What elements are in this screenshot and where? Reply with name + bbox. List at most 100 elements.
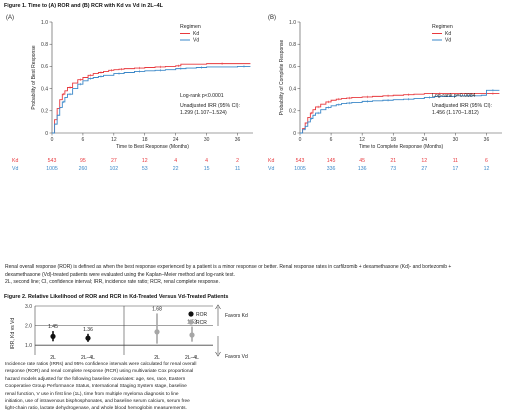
forest-plot: 1.0 2.0 3.0 IRR, Kd vs Vd 1.45 2L 1.36 2L–4L 1.6… [10,304,248,360]
series-line-kd [300,93,500,134]
point-ror [85,335,91,341]
y-axis-label: Probability of Complete Response [279,39,285,115]
favors-vd-label: Favors Vd [225,354,248,360]
point-rcr [189,332,195,338]
at-risk-value: 21 [390,158,396,164]
at-risk-value: 543 [296,158,305,164]
at-risk-value: 11 [235,166,240,172]
x-tick-label: 0 [299,137,302,143]
at-risk-value: 1005 [294,166,306,172]
y-tick-label: 0.2 [41,109,48,115]
x-tick-label: 12 [111,137,117,143]
at-risk-value: 102 [110,166,119,172]
category-label: 2L–4L [81,355,95,360]
caption-line: 2L, second line; CI, confidence interval… [5,279,220,286]
category-label: 2L [50,355,56,360]
y-tick-label: 0.4 [41,86,48,92]
stat-annotation: 1.456 (1.170–1.812) [432,110,479,116]
svg-text:(B): (B) [268,15,276,21]
legend-label-kd: Kd [193,31,199,37]
value-label: 1.36 [83,327,93,333]
value-label: 1.45 [48,324,58,330]
stat-annotation: Log-rank p=0.0084 [432,93,476,99]
x-tick-label: 36 [235,137,241,143]
y-tick-label: 1.0 [41,20,48,26]
series-line-vd [52,65,251,134]
x-tick-label: 6 [82,137,85,143]
at-risk-value: 22 [173,166,179,172]
at-risk-value: 6 [485,158,488,164]
legend-swatch-ror [188,311,194,317]
at-risk-value: 543 [48,158,57,164]
x-tick-label: 30 [204,137,210,143]
stat-annotation: Unadjusted IRR (95% CI): [180,103,240,109]
category-label: 2L–4L [185,355,199,360]
at-risk-value: 4 [205,158,208,164]
caption-line: hazard models adjusted for the following… [5,376,186,382]
arrow-up-icon [215,304,221,310]
at-risk-value: 1005 [46,166,58,172]
at-risk-value: 73 [390,166,396,172]
at-risk-value: 145 [327,158,336,164]
stat-annotation: 1.299 (1.107–1.524) [180,110,227,116]
y-tick-label: 0 [45,131,48,137]
at-risk-label-vd: Vd [12,166,18,172]
y-tick-label: 0.2 [289,109,296,115]
y-tick-label: 1.0 [25,343,32,349]
caption-line: Incidence rate ratios (IRRs) and 95% con… [5,362,197,367]
at-risk-value: 12 [421,158,427,164]
x-tick-label: 18 [390,137,396,143]
panel-a-label: (A) [6,15,14,21]
at-risk-value: 4 [174,158,177,164]
panel-b-label: (B) [268,15,276,21]
y-tick-label: 3.0 [25,304,32,310]
legend-title: Regimen [432,24,453,30]
x-tick-label: 18 [142,137,148,143]
at-risk-value: 260 [79,166,88,172]
y-tick-label: 2.0 [25,323,32,329]
caption-line: initiation, use of intravenous bisphosph… [5,399,190,405]
point-ror [50,333,56,339]
y-tick-label: 0.4 [289,86,296,92]
at-risk-value: 12 [484,166,490,172]
x-tick-label: 24 [422,137,428,143]
legend-swatch-rcr [188,319,194,325]
stat-annotation: Log-rank p<0.0001 [180,93,224,99]
caption-line: renal function, V use in first line (1L)… [5,391,179,397]
at-risk-value: 27 [111,158,117,164]
y-axis-label: Probability of Best Response [31,45,37,109]
at-risk-value: 15 [204,166,210,172]
x-tick-label: 12 [359,137,365,143]
y-axis-label: IRR, Kd vs Vd [10,318,16,350]
x-tick-label: 36 [484,137,490,143]
y-tick-label: 0.8 [289,42,296,48]
favors-kd-label: Favors Kd [225,313,248,319]
legend-label-ror: ROR [196,312,208,318]
at-risk-value: 53 [142,166,148,172]
figure1-title: Figure 1. Time to (A) ROR and (B) RCR wi… [4,3,163,9]
at-risk-value: 336 [327,166,336,172]
y-tick-label: 1.0 [289,20,296,26]
caption-line: light-chain ratio, lactate dehydrogenase… [5,406,187,412]
caption-line: dexamethasone (Vd)-treated patients were… [5,271,235,278]
x-tick-label: 6 [330,137,333,143]
caption-line: response (ROR) and renal complete respon… [5,369,194,375]
caption-line: Cooperative Group Performance Status, In… [5,384,187,390]
at-risk-value: 27 [421,166,427,172]
x-tick-label: 0 [51,137,54,143]
at-risk-value: 17 [452,166,458,172]
series-line-kd [52,63,251,134]
at-risk-value: 12 [142,158,148,164]
x-axis-label: Time to Best Response (Months) [116,144,189,150]
category-label: 2L [154,355,160,360]
at-risk-value: 95 [80,158,86,164]
at-risk-value: 11 [453,158,458,164]
y-tick-label: 0.8 [41,42,48,48]
panel-b-chart: (B) 0 0.2 0.4 0.6 0.8 1.0 0 6 12 18 24 30 36 Time to … [268,15,502,172]
x-tick-label: 24 [173,137,179,143]
value-label: 1.68 [152,306,162,312]
x-axis-label: Time to Complete Response (Months) [359,144,444,150]
caption-line: Renal overall response (ROR) is defined … [5,264,452,270]
point-rcr [154,329,160,335]
